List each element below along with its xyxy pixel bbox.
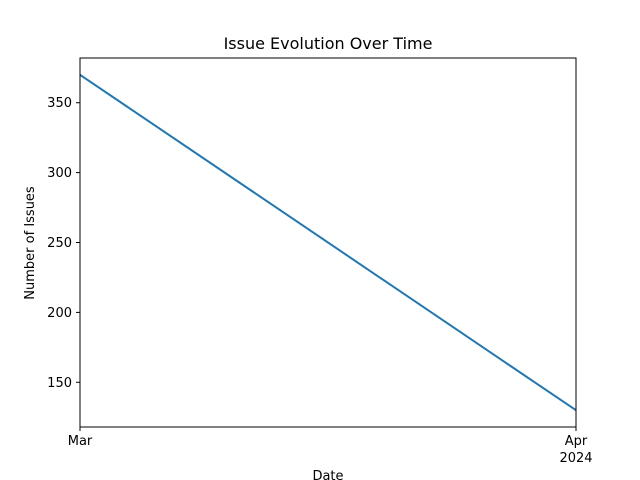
y-axis-label: Number of Issues bbox=[23, 186, 38, 300]
chart-title: Issue Evolution Over Time bbox=[224, 34, 433, 53]
x-axis-label: Date bbox=[312, 469, 343, 480]
y-tick-label-350: 350 bbox=[47, 96, 72, 111]
x-tick-label-0: Mar bbox=[68, 434, 93, 449]
x-tick-sublabel-1: 2024 bbox=[559, 451, 592, 466]
x-tick-label-1: Apr bbox=[565, 434, 588, 449]
y-tick-label-250: 250 bbox=[47, 236, 72, 251]
y-tick-label-150: 150 bbox=[47, 376, 72, 391]
plot-area: 150 200 250 300 350 Mar Apr 2024 bbox=[47, 57, 593, 466]
y-tick-label-300: 300 bbox=[47, 166, 72, 181]
series-line-0 bbox=[79, 73, 577, 412]
y-tick-label-200: 200 bbox=[47, 306, 72, 321]
